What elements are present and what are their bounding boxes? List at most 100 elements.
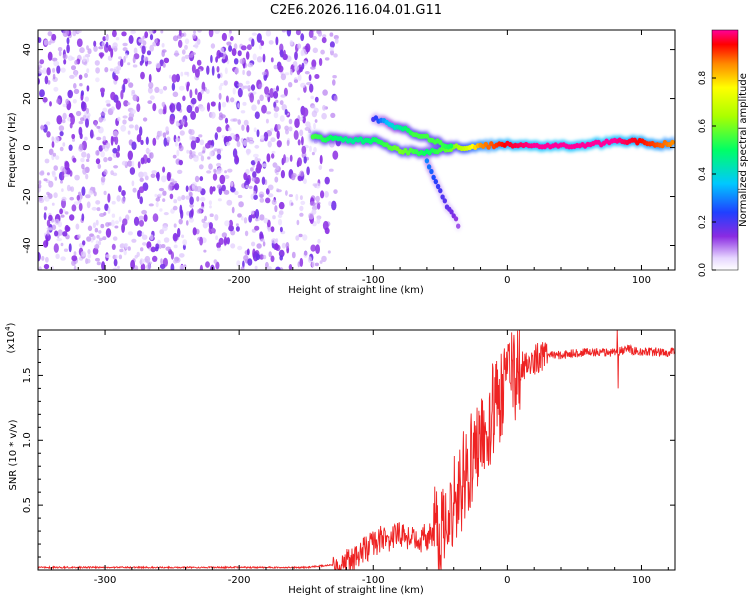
noise-blob bbox=[140, 139, 144, 145]
noise-blob bbox=[297, 97, 301, 101]
noise-blob bbox=[132, 56, 136, 64]
noise-blob bbox=[228, 219, 233, 228]
noise-blob bbox=[316, 203, 321, 210]
noise-blob bbox=[133, 47, 138, 55]
noise-blob bbox=[51, 141, 55, 148]
noise-blob bbox=[111, 200, 116, 205]
upper-branch-point bbox=[373, 115, 379, 121]
noise-blob bbox=[114, 220, 119, 224]
noise-blob bbox=[227, 127, 232, 132]
noise-blob bbox=[92, 235, 96, 241]
noise-blob bbox=[250, 193, 255, 200]
noise-blob bbox=[117, 265, 120, 270]
noise-blob bbox=[324, 191, 329, 198]
noise-blob bbox=[289, 68, 293, 76]
noise-blob bbox=[142, 242, 147, 246]
noise-blob bbox=[102, 107, 108, 113]
noise-blob bbox=[279, 115, 285, 122]
noise-blob bbox=[218, 115, 224, 121]
noise-blob bbox=[134, 124, 139, 131]
noise-blob bbox=[250, 160, 256, 166]
noise-blob bbox=[105, 36, 109, 40]
noise-blob bbox=[62, 103, 67, 108]
noise-blob bbox=[280, 73, 287, 81]
noise-blob bbox=[177, 227, 181, 238]
noise-blob bbox=[80, 250, 87, 257]
noise-blob bbox=[271, 199, 277, 205]
noise-blob bbox=[54, 136, 60, 144]
noise-blob bbox=[285, 190, 288, 196]
noise-blob bbox=[172, 180, 178, 184]
noise-blob bbox=[154, 38, 158, 44]
noise-blob bbox=[275, 238, 279, 244]
noise-blob bbox=[250, 84, 256, 91]
noise-blob bbox=[276, 130, 280, 140]
noise-blob bbox=[207, 156, 211, 160]
noise-blob bbox=[297, 139, 301, 146]
noise-blob bbox=[104, 203, 109, 211]
noise-blob bbox=[127, 130, 131, 135]
bottom-x-tick-label: 100 bbox=[632, 575, 651, 586]
noise-blob bbox=[79, 132, 83, 140]
noise-blob bbox=[308, 30, 314, 38]
noise-blob bbox=[42, 67, 47, 75]
noise-blob bbox=[283, 87, 288, 97]
noise-blob bbox=[314, 96, 319, 103]
noise-blob bbox=[137, 189, 141, 200]
lower-branch-point bbox=[431, 174, 436, 180]
noise-blob bbox=[236, 260, 241, 267]
noise-blob bbox=[52, 73, 56, 80]
noise-blob bbox=[240, 85, 245, 91]
noise-blob bbox=[142, 117, 148, 122]
noise-blob bbox=[289, 154, 293, 162]
noise-blob bbox=[117, 144, 120, 152]
noise-blob bbox=[310, 244, 317, 252]
noise-blob bbox=[216, 247, 222, 252]
noise-blob bbox=[191, 185, 196, 191]
noise-blob bbox=[196, 209, 202, 214]
noise-blob bbox=[108, 44, 112, 52]
noise-blob bbox=[279, 49, 284, 58]
noise-blob bbox=[128, 209, 132, 214]
noise-blob bbox=[228, 32, 232, 38]
noise-blob bbox=[263, 217, 269, 224]
noise-blob bbox=[127, 150, 133, 161]
noise-blob bbox=[131, 238, 137, 243]
noise-blob bbox=[63, 248, 69, 252]
noise-blob bbox=[297, 261, 301, 268]
noise-blob bbox=[71, 133, 76, 140]
noise-blob bbox=[276, 189, 282, 193]
noise-blob bbox=[314, 119, 318, 123]
noise-blob bbox=[215, 235, 219, 240]
noise-blob bbox=[100, 151, 105, 158]
noise-blob bbox=[112, 267, 118, 270]
noise-blob bbox=[147, 100, 153, 104]
noise-blob bbox=[101, 41, 106, 47]
noise-blob bbox=[248, 214, 253, 223]
noise-blob bbox=[308, 74, 312, 81]
noise-blob bbox=[330, 112, 336, 118]
noise-blob bbox=[56, 115, 63, 125]
noise-blob bbox=[259, 94, 264, 102]
noise-blob bbox=[143, 214, 148, 222]
noise-blob bbox=[51, 33, 57, 41]
noise-blob bbox=[317, 30, 323, 37]
noise-blob bbox=[77, 234, 81, 239]
noise-blob bbox=[235, 154, 239, 163]
lower-branch-point bbox=[429, 168, 434, 175]
noise-blob bbox=[103, 211, 107, 216]
noise-blob bbox=[160, 258, 163, 265]
noise-blob bbox=[245, 168, 250, 175]
noise-blob bbox=[318, 165, 323, 170]
noise-blob bbox=[314, 74, 320, 79]
noise-blob bbox=[246, 136, 250, 143]
noise-blob bbox=[51, 202, 55, 206]
noise-blob bbox=[254, 209, 260, 219]
noise-blob bbox=[231, 48, 237, 57]
noise-blob bbox=[139, 60, 143, 66]
noise-blob bbox=[312, 183, 318, 187]
noise-blob bbox=[92, 222, 96, 229]
noise-blob bbox=[311, 261, 316, 268]
noise-blob bbox=[208, 222, 213, 229]
noise-blob bbox=[204, 215, 207, 221]
